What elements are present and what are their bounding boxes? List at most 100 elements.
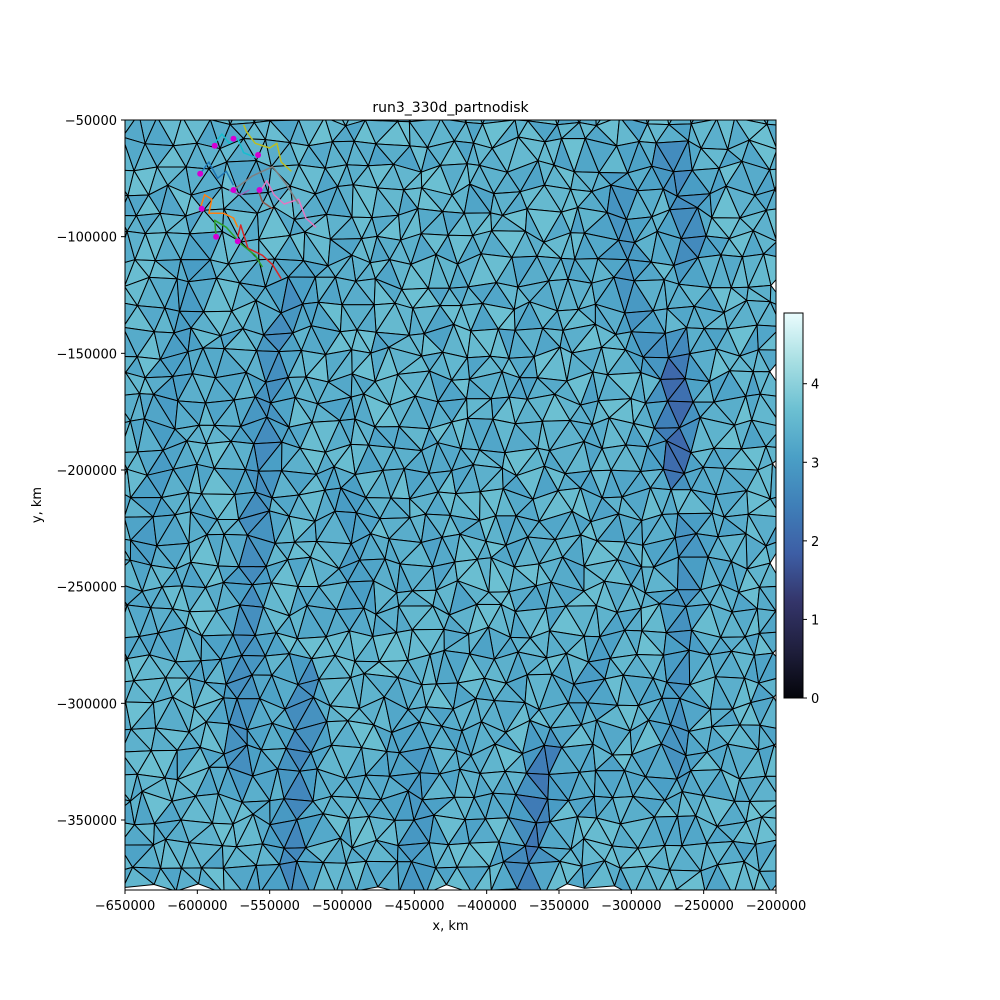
- mesh-triangle: [125, 601, 128, 606]
- mesh-triangle: [252, 120, 256, 124]
- mesh-triangle: [690, 120, 715, 125]
- mesh-triangle: [765, 433, 776, 448]
- colorbar-ticks: 0 1 2 3 4: [803, 378, 819, 707]
- mesh-triangle: [99, 491, 124, 520]
- trajectory-marker: [234, 238, 241, 245]
- mesh-triangle: [473, 866, 492, 890]
- mesh-triangle: [717, 95, 735, 119]
- mesh-triangle: [298, 120, 305, 121]
- mesh-triangle: [253, 120, 271, 124]
- mesh-triangle: [769, 284, 776, 305]
- mesh-triangle: [175, 867, 199, 890]
- colorbar-tick-label: 1: [811, 613, 819, 628]
- mesh-triangle: [399, 861, 425, 890]
- mesh-triangle: [689, 120, 695, 125]
- mesh-triangle: [157, 102, 182, 118]
- mesh-triangle: [614, 867, 632, 890]
- mesh-triangle: [765, 744, 776, 777]
- mesh-triangle: [269, 120, 272, 122]
- mesh-triangle: [153, 867, 176, 890]
- trajectory-marker: [256, 187, 263, 193]
- mesh-triangle: [336, 862, 357, 890]
- mesh-triangle: [106, 286, 125, 302]
- y-axis: −50000 −100000 −150000 −200000 −250000 −30000…: [56, 114, 125, 829]
- mesh-triangle: [125, 412, 131, 424]
- y-tick-label: −100000: [56, 231, 117, 246]
- mesh-triangle: [125, 549, 131, 561]
- plot-frame: [124, 119, 777, 891]
- trajectory-line: [233, 165, 300, 205]
- x-tick-label: −550000: [239, 899, 300, 914]
- mesh-triangle: [104, 730, 122, 755]
- mesh-triangle: [198, 867, 222, 890]
- colorbar-gradient: [783, 312, 804, 699]
- trajectory-marker: [197, 170, 204, 177]
- trajectory-marker: [211, 142, 218, 149]
- mesh-triangle: [658, 869, 678, 890]
- mesh-triangle: [753, 870, 771, 890]
- mesh-triangle: [316, 96, 330, 117]
- x-axis-label: x, km: [432, 919, 468, 934]
- colorbar-tick-label: 3: [811, 456, 819, 471]
- mesh-triangle: [222, 867, 242, 890]
- mesh-triangle: [769, 463, 776, 500]
- mesh-triangle: [106, 265, 125, 288]
- x-tick-label: −350000: [529, 899, 590, 914]
- y-tick-label: −350000: [56, 814, 117, 829]
- mesh-triangle: [763, 120, 769, 125]
- mesh-triangle: [566, 865, 585, 889]
- x-tick-label: −600000: [167, 899, 228, 914]
- y-tick-label: −150000: [56, 347, 117, 362]
- mesh-triangle: [151, 99, 168, 117]
- x-tick-label: −450000: [384, 899, 445, 914]
- mesh-triangle: [490, 861, 518, 890]
- mesh-triangle: [356, 860, 379, 890]
- mesh-triangle: [614, 92, 639, 117]
- y-tick-label: −50000: [65, 114, 117, 129]
- mesh-triangle: [630, 120, 648, 125]
- mesh-triangle: [245, 865, 261, 890]
- mesh-triangle: [261, 864, 290, 890]
- mesh-triangle: [107, 302, 123, 332]
- trajectory-line: [242, 124, 292, 172]
- mesh-triangle: [578, 120, 597, 127]
- mesh-triangle: [125, 225, 128, 233]
- trajectory-line: [213, 219, 264, 268]
- mesh-triangle: [758, 610, 776, 634]
- plot-area: [99, 92, 776, 890]
- mesh-triangle: [645, 120, 650, 125]
- mesh-triangle: [516, 863, 542, 890]
- trajectory-line: [199, 193, 239, 228]
- mesh-triangle: [139, 99, 157, 117]
- mesh-triangle: [546, 860, 568, 890]
- y-tick-label: −300000: [56, 697, 117, 712]
- trajectory-line: [199, 161, 235, 186]
- mesh-triangle: [103, 845, 119, 871]
- mesh-triangle: [583, 860, 616, 889]
- triangle-mesh: [99, 92, 776, 890]
- x-tick-label: −200000: [746, 899, 807, 914]
- colorbar-tick-label: 4: [811, 378, 819, 393]
- mesh-triangle: [209, 120, 211, 121]
- mesh-triangle: [341, 120, 350, 127]
- mesh-triangle: [734, 860, 754, 890]
- mesh-triangle: [125, 195, 129, 204]
- trajectory-marker: [198, 205, 205, 212]
- x-tick-label: −400000: [456, 899, 517, 914]
- mesh-triangle: [291, 860, 310, 890]
- mesh-triangle: [125, 463, 128, 470]
- y-tick-label: −200000: [56, 464, 117, 479]
- mesh-triangle: [269, 120, 300, 122]
- y-tick-label: −250000: [56, 581, 117, 596]
- mesh-triangle: [125, 190, 129, 197]
- trajectory-markers: [197, 135, 263, 245]
- y-axis-label: y, km: [30, 487, 45, 523]
- mesh-triangle: [527, 120, 530, 122]
- mesh-triangle: [125, 793, 131, 802]
- mesh-triangle: [125, 372, 127, 375]
- trajectories: [199, 124, 317, 280]
- x-tick-label: −250000: [673, 899, 734, 914]
- mesh-triangle: [313, 862, 336, 890]
- trajectory-line: [257, 189, 274, 210]
